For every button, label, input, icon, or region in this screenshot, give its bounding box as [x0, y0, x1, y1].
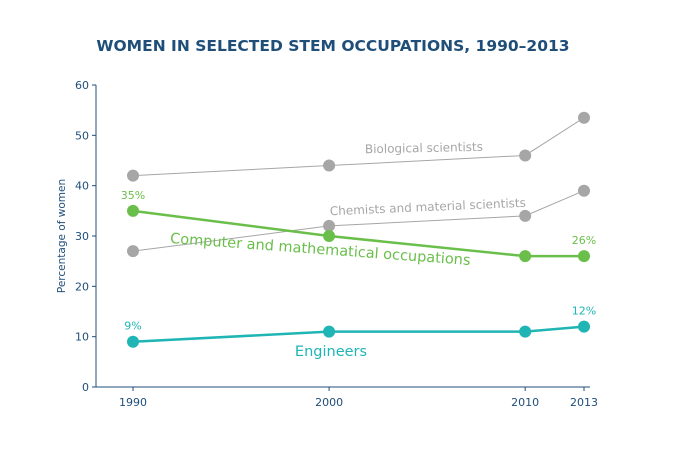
x-tick-label: 1990	[119, 396, 147, 409]
series-layer	[127, 111, 590, 348]
data-point	[127, 169, 139, 182]
data-point	[519, 149, 532, 162]
data-point	[578, 111, 590, 124]
data-point	[578, 250, 590, 263]
data-label: 12%	[572, 305, 596, 318]
series-line	[132, 190, 585, 252]
data-point	[323, 230, 336, 242]
y-tick-label: 0	[82, 381, 89, 394]
data-point	[127, 245, 139, 258]
data-point	[323, 219, 336, 232]
series-engineers	[127, 320, 590, 348]
data-point	[127, 204, 139, 217]
y-tick-label: 20	[75, 280, 89, 293]
data-point	[519, 250, 532, 263]
axes: 0 10 20 30 40 50 60 1990 2000 2010 2013	[75, 79, 598, 409]
series-label: Computer and mathematical occupations	[170, 231, 471, 269]
data-point	[127, 335, 139, 348]
y-tick-label: 30	[75, 230, 89, 243]
series-computer-and-mathematical-occupations	[127, 204, 590, 263]
x-tick-label: 2000	[315, 396, 343, 409]
data-point	[578, 184, 590, 197]
series-label: Engineers	[295, 344, 367, 360]
data-point	[323, 325, 336, 338]
series-line	[132, 117, 585, 177]
series-line	[132, 325, 585, 343]
y-tick-label: 50	[75, 129, 89, 142]
data-point	[323, 159, 336, 172]
series-line	[132, 209, 584, 258]
series-biological-scientists	[127, 111, 590, 182]
data-label: 9%	[124, 320, 141, 333]
data-label: 26%	[572, 234, 596, 247]
data-point	[519, 209, 532, 222]
series-label: Chemists and material scientists	[330, 196, 527, 219]
y-axis-label: Percentage of women	[56, 179, 68, 293]
chart-title: WOMEN IN SELECTED STEM OCCUPATIONS, 1990…	[96, 37, 569, 55]
y-tick-label: 10	[75, 331, 89, 344]
x-tick-label: 2010	[511, 396, 539, 409]
data-point	[519, 325, 532, 338]
y-tick-label: 60	[75, 79, 89, 92]
series-label: Biological scientists	[365, 140, 483, 156]
series-chemists-and-material-scientists	[127, 184, 590, 258]
data-label: 35%	[121, 189, 145, 202]
x-tick-label: 2013	[570, 396, 598, 409]
data-point	[578, 320, 590, 333]
y-tick-label: 40	[75, 180, 89, 193]
